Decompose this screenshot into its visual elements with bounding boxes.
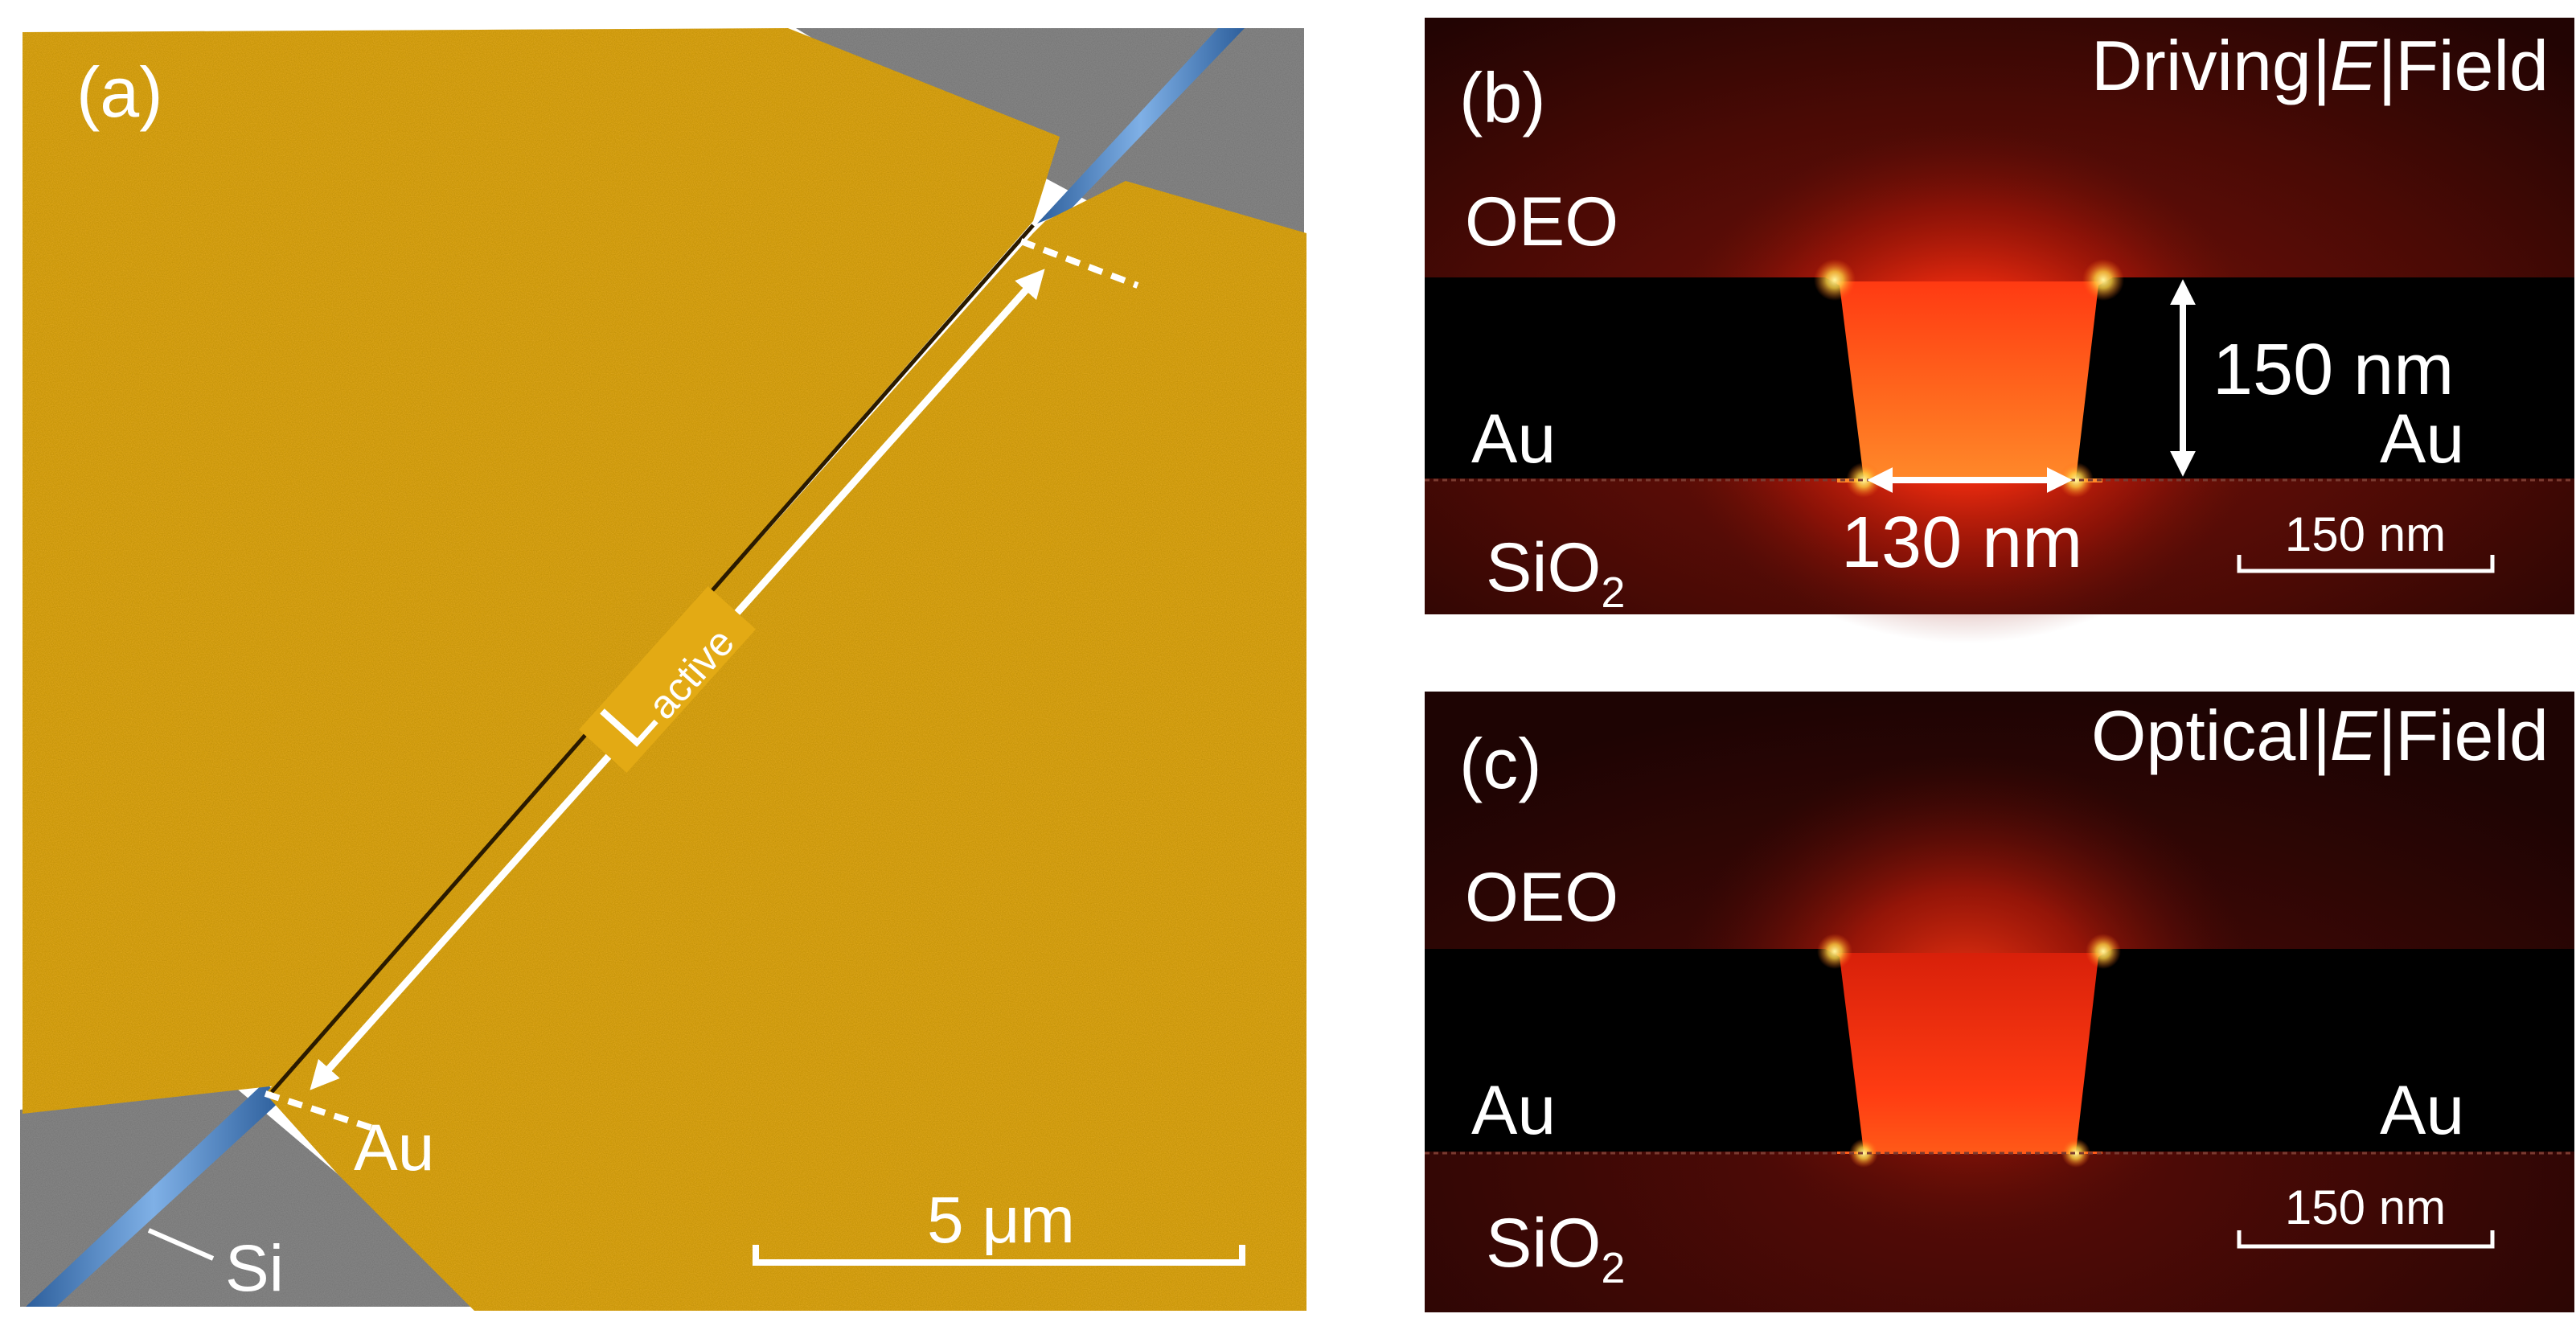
sio2-sub-c: 2: [1601, 1244, 1625, 1292]
sio2-label-c: SiO2: [1486, 1205, 1625, 1292]
sio2-label-b: SiO2: [1486, 529, 1625, 617]
gap-fill-c: [1837, 953, 2102, 1154]
sio2-main-b: SiO: [1486, 529, 1601, 606]
oeo-label-b: OEO: [1465, 183, 1618, 261]
thickness-label-b: 150 nm: [2213, 330, 2454, 410]
au-right-label-c: Au: [2380, 1072, 2464, 1149]
sio2-sub-b: 2: [1601, 569, 1625, 617]
scale-bar-c: [2237, 1230, 2495, 1249]
gold-electrode-right-c: [2076, 949, 2574, 1152]
title-b: Driving|E|Field: [2091, 26, 2549, 106]
panel-label-a: (a): [76, 52, 163, 132]
title-c: Optical|E|Field: [2091, 696, 2549, 776]
gold-electrode-left-b: [1425, 277, 1864, 478]
active-start-marker: [1019, 238, 1139, 289]
oeo-label-c: OEO: [1465, 859, 1618, 936]
scale-bar-label-a: 5 μm: [927, 1184, 1075, 1257]
hotspot-top-left-c: [1817, 934, 1852, 969]
hotspot-top-right-b: [2082, 259, 2124, 301]
sio2-main-c: SiO: [1486, 1205, 1601, 1282]
si-label: Si: [225, 1232, 284, 1305]
hotspot-bottom-right-c: [2061, 1139, 2090, 1168]
title-suffix-b: Field: [2395, 26, 2549, 105]
title-suffix-c: Field: [2395, 696, 2549, 775]
title-prefix-c: Optical: [2091, 696, 2311, 775]
au-label-a: Au: [354, 1111, 434, 1184]
panel-label-b: (b): [1459, 58, 1546, 138]
au-left-label-c: Au: [1471, 1072, 1556, 1149]
title-field-c: |E|: [2311, 696, 2395, 776]
gold-electrode-left-c: [1425, 949, 1864, 1152]
hotspot-bottom-left-c: [1849, 1139, 1878, 1168]
title-prefix-b: Driving: [2091, 26, 2311, 105]
scale-bar-b: [2237, 555, 2495, 573]
hotspot-top-left-b: [1814, 259, 1856, 301]
gold-electrode-right-b: [2076, 277, 2574, 478]
title-field-b: |E|: [2311, 26, 2395, 106]
au-left-label-b: Au: [1471, 400, 1556, 478]
active-end-marker: [264, 1090, 379, 1133]
panel-c: (c) Optical|E|Field OEO Au Au SiO2 150 n…: [1425, 692, 2574, 1312]
silicon-waveguide-top: [1037, 28, 1245, 224]
au-right-label-b: Au: [2380, 400, 2464, 478]
panel-a: L active Si Au (a) 5 μm: [20, 28, 1306, 1311]
scale-bar-label-c: 150 nm: [2285, 1180, 2446, 1234]
silicon-waveguide-bottom: [26, 1082, 281, 1307]
length-label-patch: [578, 586, 757, 773]
si-pointer-line: [147, 1228, 215, 1261]
scale-bar-a: [753, 1245, 1245, 1266]
hotspot-top-right-c: [2086, 934, 2121, 969]
gap-label-b: 130 nm: [1841, 503, 2082, 583]
panel-label-c: (c): [1459, 724, 1542, 803]
scale-bar-label-b: 150 nm: [2285, 507, 2446, 561]
gap-fill-b: [1837, 281, 2102, 482]
substrate-bottom-left: [20, 1086, 474, 1307]
panel-b: (b) Driving|E|Field OEO Au Au SiO2 150 n…: [1425, 18, 2574, 643]
